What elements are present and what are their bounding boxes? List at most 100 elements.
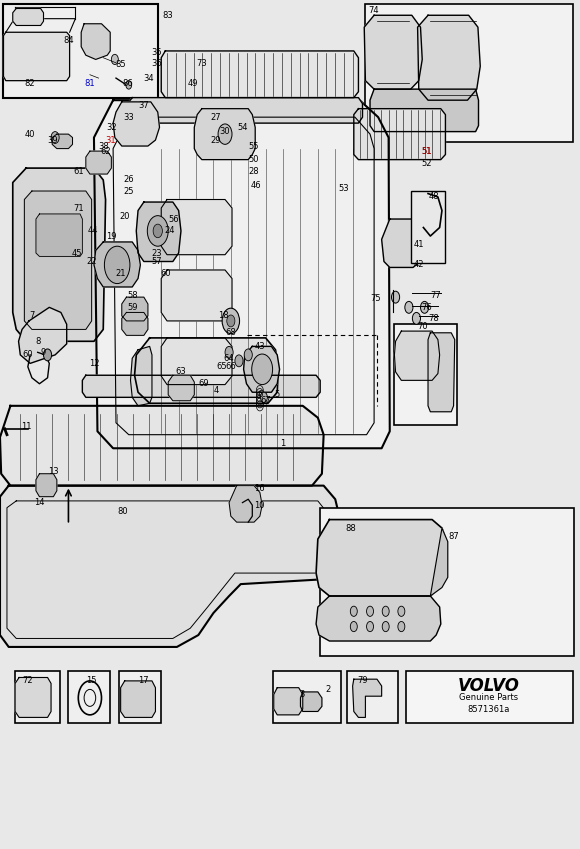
- Polygon shape: [229, 486, 262, 522]
- Text: 22: 22: [86, 257, 97, 266]
- Text: 31: 31: [105, 136, 115, 144]
- Circle shape: [222, 308, 240, 334]
- Polygon shape: [430, 528, 448, 596]
- Text: 79: 79: [357, 677, 368, 685]
- Circle shape: [398, 606, 405, 616]
- Text: 25: 25: [124, 187, 134, 195]
- Text: 42: 42: [414, 261, 424, 269]
- Text: 69: 69: [199, 380, 209, 388]
- Polygon shape: [394, 331, 440, 380]
- Text: 78: 78: [429, 314, 439, 323]
- Polygon shape: [36, 214, 82, 256]
- Polygon shape: [15, 678, 51, 717]
- Polygon shape: [354, 109, 445, 160]
- Text: 21: 21: [115, 269, 126, 278]
- Text: 57: 57: [151, 257, 162, 266]
- Circle shape: [412, 312, 420, 324]
- Polygon shape: [94, 242, 140, 287]
- Circle shape: [367, 606, 374, 616]
- Circle shape: [51, 132, 59, 143]
- Text: 37: 37: [139, 101, 149, 110]
- Text: 29: 29: [211, 136, 221, 144]
- Polygon shape: [13, 8, 44, 25]
- Text: 75: 75: [371, 295, 381, 303]
- Polygon shape: [0, 406, 324, 486]
- Circle shape: [126, 81, 132, 89]
- Polygon shape: [316, 596, 441, 641]
- Polygon shape: [128, 98, 362, 123]
- Text: 88: 88: [346, 524, 356, 532]
- Polygon shape: [244, 346, 280, 392]
- Circle shape: [153, 224, 162, 238]
- Text: 32: 32: [106, 123, 117, 132]
- Bar: [14, 671, 60, 723]
- Text: 60: 60: [23, 351, 33, 359]
- Circle shape: [392, 291, 400, 303]
- Circle shape: [350, 606, 357, 616]
- Polygon shape: [353, 679, 382, 717]
- Polygon shape: [364, 15, 422, 89]
- Text: 67: 67: [260, 396, 271, 405]
- Text: 74: 74: [369, 6, 379, 14]
- Text: 58: 58: [127, 291, 137, 300]
- Text: 85: 85: [115, 60, 126, 69]
- Text: 46: 46: [251, 181, 262, 189]
- Text: 82: 82: [25, 79, 35, 87]
- Text: 54: 54: [237, 123, 248, 132]
- Text: 72: 72: [23, 677, 33, 685]
- Text: 26: 26: [124, 176, 134, 184]
- Text: 70: 70: [417, 323, 427, 331]
- Circle shape: [350, 621, 357, 632]
- Text: 64: 64: [224, 354, 234, 363]
- Text: 73: 73: [197, 59, 207, 68]
- Text: 11: 11: [21, 422, 31, 430]
- Polygon shape: [130, 346, 152, 406]
- Polygon shape: [122, 297, 148, 321]
- Polygon shape: [161, 51, 358, 98]
- Text: 18: 18: [218, 312, 229, 320]
- Polygon shape: [121, 681, 155, 717]
- Bar: [68, 671, 110, 723]
- Polygon shape: [36, 474, 57, 497]
- Bar: [273, 671, 341, 723]
- Polygon shape: [300, 692, 322, 711]
- Text: 51: 51: [421, 147, 432, 155]
- Polygon shape: [19, 307, 67, 363]
- Text: 9: 9: [41, 348, 46, 357]
- Circle shape: [225, 346, 233, 358]
- Text: 87: 87: [448, 532, 459, 541]
- Text: 7: 7: [29, 312, 35, 320]
- Polygon shape: [82, 375, 320, 397]
- Circle shape: [382, 621, 389, 632]
- Text: 43: 43: [255, 342, 265, 351]
- Text: 27: 27: [211, 113, 221, 121]
- Text: 71: 71: [73, 204, 84, 212]
- Polygon shape: [194, 109, 255, 160]
- Text: 13: 13: [48, 467, 59, 475]
- Text: 80: 80: [118, 507, 128, 515]
- Polygon shape: [24, 191, 92, 329]
- Text: 84: 84: [63, 37, 74, 45]
- Polygon shape: [168, 375, 194, 401]
- Text: 36: 36: [151, 59, 162, 68]
- Text: 34: 34: [143, 74, 154, 82]
- Text: 20: 20: [119, 212, 130, 221]
- Text: 10: 10: [255, 501, 265, 509]
- Text: 65: 65: [216, 363, 227, 371]
- Polygon shape: [382, 219, 425, 267]
- Text: 41: 41: [414, 240, 424, 249]
- Circle shape: [252, 354, 273, 385]
- Text: 62: 62: [100, 147, 111, 155]
- Text: 4: 4: [213, 386, 219, 395]
- Bar: [406, 671, 573, 723]
- Text: 77: 77: [431, 291, 441, 300]
- Text: 48: 48: [429, 193, 439, 201]
- Bar: [320, 508, 574, 656]
- Bar: [365, 4, 573, 142]
- Text: 55: 55: [249, 142, 259, 150]
- Text: 15: 15: [86, 677, 97, 685]
- Text: 81: 81: [85, 79, 95, 87]
- Circle shape: [405, 301, 413, 313]
- Text: 14: 14: [34, 498, 45, 507]
- Text: 38: 38: [98, 142, 108, 150]
